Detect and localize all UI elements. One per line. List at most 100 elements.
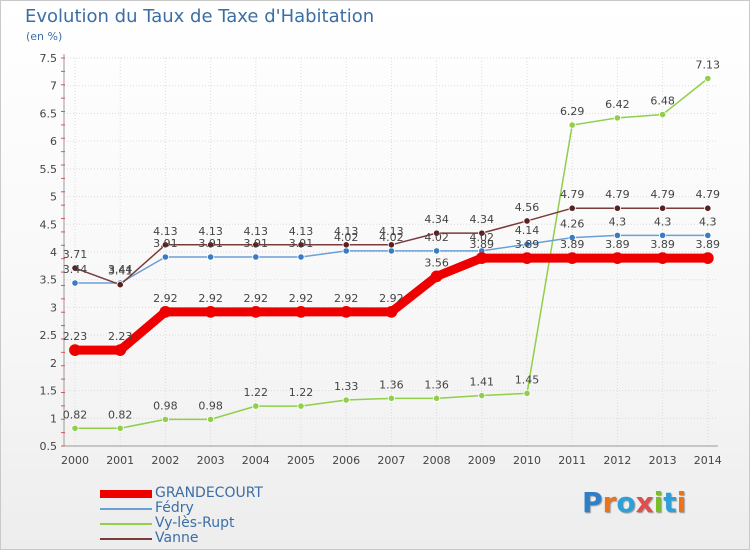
data-label: 4.34 bbox=[470, 213, 495, 226]
data-point bbox=[656, 252, 669, 264]
data-point bbox=[432, 229, 441, 237]
data-point bbox=[658, 110, 667, 119]
x-tick-label: 2012 bbox=[603, 454, 631, 467]
y-tick-label: 2 bbox=[50, 357, 57, 370]
data-point bbox=[701, 252, 714, 264]
data-point bbox=[116, 424, 124, 432]
data-point bbox=[613, 204, 622, 212]
y-tick-label: 5 bbox=[50, 191, 57, 204]
y-tick-label: 6 bbox=[50, 135, 57, 148]
data-label: 4.79 bbox=[696, 188, 721, 201]
data-label: 3.89 bbox=[696, 238, 721, 251]
data-label: 1.41 bbox=[470, 376, 495, 389]
data-label: 6.42 bbox=[605, 98, 630, 111]
legend-swatch bbox=[100, 490, 152, 498]
data-point bbox=[116, 281, 124, 289]
data-point bbox=[252, 402, 260, 410]
y-tick-label: 0.5 bbox=[40, 440, 58, 453]
data-point bbox=[432, 394, 441, 402]
chart-title: Evolution du Taux de Taxe d'Habitation bbox=[25, 6, 375, 27]
data-point bbox=[252, 241, 260, 249]
x-tick-label: 2007 bbox=[377, 454, 405, 467]
data-label: 2.92 bbox=[334, 292, 359, 305]
data-point bbox=[342, 247, 350, 255]
x-tick-label: 2003 bbox=[197, 454, 225, 467]
data-point bbox=[207, 241, 215, 249]
x-tick-label: 2009 bbox=[468, 454, 496, 467]
data-label: 4.26 bbox=[560, 218, 585, 231]
data-point bbox=[387, 241, 395, 249]
data-point bbox=[478, 391, 486, 400]
data-point bbox=[523, 217, 531, 225]
data-label: 4.14 bbox=[515, 224, 540, 237]
data-point bbox=[658, 231, 667, 239]
data-label: 1.36 bbox=[379, 378, 404, 391]
data-label: 1.22 bbox=[289, 386, 314, 399]
legend-label: Fédry bbox=[155, 500, 194, 516]
data-point bbox=[613, 231, 622, 239]
data-label: 1.45 bbox=[515, 373, 540, 386]
data-point bbox=[523, 240, 531, 248]
data-label: 2.92 bbox=[244, 292, 269, 305]
data-point bbox=[342, 396, 350, 404]
data-point bbox=[568, 233, 576, 242]
x-tick-label: 2010 bbox=[513, 454, 541, 467]
data-label: 2.92 bbox=[379, 292, 404, 305]
data-point bbox=[704, 74, 712, 83]
data-label: 3.89 bbox=[650, 238, 675, 251]
data-label: 0.98 bbox=[198, 399, 223, 412]
data-label: 4.13 bbox=[198, 225, 223, 238]
proxiti-logo: Proxiti bbox=[582, 486, 687, 519]
legend-swatch bbox=[100, 508, 152, 510]
y-tick-label: 5.5 bbox=[40, 163, 58, 176]
data-point bbox=[114, 344, 127, 357]
data-label: 4.13 bbox=[334, 225, 359, 238]
data-point bbox=[249, 305, 262, 318]
data-point bbox=[161, 415, 169, 423]
data-point bbox=[71, 424, 79, 432]
y-tick-label: 7.5 bbox=[40, 52, 58, 65]
data-point bbox=[658, 204, 667, 212]
y-tick-label: 1.5 bbox=[40, 385, 58, 398]
data-label: 0.82 bbox=[63, 408, 88, 421]
data-point bbox=[297, 402, 305, 410]
data-label: 4.56 bbox=[515, 201, 540, 214]
legend-label: GRANDECOURT bbox=[155, 485, 263, 501]
y-tick-label: 6.5 bbox=[40, 107, 58, 120]
data-point bbox=[161, 253, 169, 261]
data-point bbox=[523, 389, 531, 397]
data-label: 4.34 bbox=[424, 213, 449, 226]
data-label: 4.79 bbox=[650, 188, 675, 201]
y-tick-label: 2.5 bbox=[40, 329, 58, 342]
data-label: 1.33 bbox=[334, 380, 359, 393]
data-label: 0.98 bbox=[153, 399, 178, 412]
data-label: 4.79 bbox=[560, 188, 585, 201]
data-label: 3.41 bbox=[108, 265, 133, 278]
legend-label: Vy-lès-Rupt bbox=[155, 515, 235, 531]
data-point bbox=[387, 394, 395, 402]
data-point bbox=[71, 279, 79, 287]
data-point bbox=[432, 247, 441, 255]
data-label: 1.22 bbox=[244, 386, 269, 399]
data-point bbox=[475, 252, 488, 264]
data-label: 6.29 bbox=[560, 105, 585, 118]
data-label: 4.13 bbox=[379, 225, 404, 238]
data-label: 3.44 bbox=[63, 263, 88, 276]
data-point bbox=[297, 241, 305, 249]
data-point bbox=[704, 204, 712, 212]
data-label: 3.89 bbox=[605, 238, 630, 251]
y-tick-label: 1 bbox=[50, 412, 57, 425]
data-point bbox=[387, 247, 395, 255]
data-label: 4.02 bbox=[470, 231, 495, 244]
data-label: 3.56 bbox=[424, 256, 449, 269]
data-point bbox=[568, 121, 576, 129]
data-point bbox=[478, 229, 486, 237]
data-point bbox=[611, 252, 624, 264]
data-point bbox=[297, 253, 305, 261]
x-tick-label: 2014 bbox=[694, 454, 722, 467]
data-label: 3.89 bbox=[515, 238, 540, 251]
data-label: 4.13 bbox=[244, 225, 269, 238]
x-tick-label: 2002 bbox=[151, 454, 179, 467]
legend-swatch bbox=[100, 523, 152, 525]
